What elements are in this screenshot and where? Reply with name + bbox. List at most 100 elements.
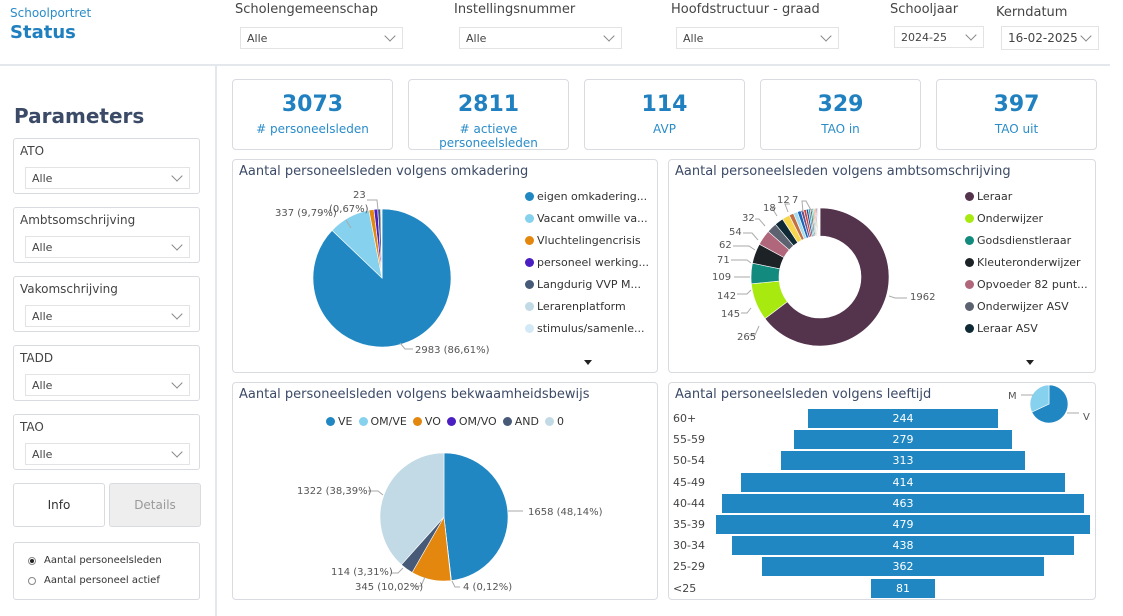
dropdown-value: Alle <box>32 309 53 323</box>
age-bar[interactable]: 362 <box>761 557 1045 577</box>
pie-slice[interactable] <box>1031 384 1069 424</box>
legend-item[interactable]: OM/VE <box>358 415 407 428</box>
legend-dot-icon <box>525 324 534 333</box>
legend-label: OM/VE <box>370 415 407 428</box>
param-tao: TAO Alle <box>13 414 200 470</box>
legend-more-arrow-icon[interactable] <box>1026 360 1034 365</box>
ato-dropdown[interactable]: Alle <box>25 167 190 189</box>
legend-item[interactable]: OM/VO <box>446 415 497 428</box>
age-bar[interactable]: 244 <box>807 409 999 428</box>
pie-slice[interactable] <box>379 452 445 566</box>
data-label: 18 <box>763 203 776 214</box>
schooljaar-dropdown[interactable]: 2024-25 <box>894 26 984 48</box>
kpi-personeelsleden: 3073 # personeelsleden <box>232 79 393 150</box>
param-label: TAO <box>20 420 44 434</box>
age-bar[interactable]: 313 <box>780 451 1026 471</box>
legend-item[interactable]: Vluchtelingencrisis <box>525 234 641 247</box>
leader-line <box>755 218 766 227</box>
legend-item[interactable]: Kleuteronderwijzer <box>965 256 1081 269</box>
kpi-value: 329 <box>817 92 864 117</box>
legend-label: AND <box>514 415 539 428</box>
hoofdstructuur-dropdown[interactable]: Alle <box>676 27 839 49</box>
measure-radio-group: Aantal personeelsleden Aantal personeel … <box>13 542 200 600</box>
age-bar[interactable]: 414 <box>741 472 1065 492</box>
legend-item[interactable]: stimulus/samenle... <box>525 322 645 335</box>
filter-label-kerndatum: Kerndatum <box>996 5 1068 20</box>
pie-slice[interactable] <box>764 207 890 347</box>
legend-dot-icon <box>965 258 974 267</box>
age-category-label: 45-49 <box>673 475 705 489</box>
radio-aantal-personeelsleden[interactable]: Aantal personeelsleden <box>28 555 162 566</box>
dropdown-value: Alle <box>247 31 268 45</box>
legend-item[interactable]: Langdurig VVP M... <box>525 278 641 291</box>
radio-label: Aantal personeel actief <box>44 575 160 586</box>
kpi-value: 114 <box>641 92 688 117</box>
details-button[interactable]: Details <box>109 483 201 527</box>
omkadering-pie: 2983 (86,61%) 337 (9,79%)(0,67%) 23 <box>275 190 490 356</box>
legend-item[interactable]: 0 <box>544 415 564 428</box>
legend-label: 0 <box>556 415 564 428</box>
legend-dot-icon <box>412 417 422 426</box>
legend-item[interactable]: VO <box>412 415 441 428</box>
legend-label: Vluchtelingencrisis <box>537 234 641 247</box>
legend-item[interactable]: Onderwijzer <box>965 212 1043 225</box>
data-label: 7 <box>792 195 798 206</box>
chevron-down-icon <box>603 29 615 42</box>
kpi-actieve-personeelsleden: 2811 # actieve personeelsleden <box>408 79 569 150</box>
age-bar[interactable]: 81 <box>871 578 935 598</box>
kerndatum-dropdown[interactable]: 16-02-2025 <box>1001 26 1099 50</box>
legend-item[interactable]: Opvoeder 82 punt... <box>965 278 1088 291</box>
dropdown-value: Alle <box>466 31 487 45</box>
age-bar[interactable]: 463 <box>722 493 1084 513</box>
radio-aantal-personeel-actief[interactable]: Aantal personeel actief <box>28 575 160 586</box>
legend-item[interactable]: Godsdienstleraar <box>965 234 1071 247</box>
instellingsnummer-dropdown[interactable]: Alle <box>459 27 622 49</box>
legend-item[interactable]: Leraar <box>965 190 1012 203</box>
kpi-avp: 114 AVP <box>584 79 745 150</box>
pie-slice[interactable] <box>443 452 509 581</box>
data-label: 23 <box>353 190 366 201</box>
legend-label: Kleuteronderwijzer <box>977 256 1081 269</box>
age-bar[interactable]: 479 <box>716 515 1090 534</box>
legend-item[interactable]: AND <box>502 415 539 428</box>
legend-item[interactable]: Lerarenplatform <box>525 300 626 313</box>
data-label: 12 <box>777 195 790 206</box>
data-label: 345 (10,02%) <box>355 582 423 593</box>
leader-line <box>367 199 379 211</box>
legend-dot-icon <box>446 417 456 426</box>
legend-label: VE <box>338 415 353 428</box>
data-label: 1962 <box>910 292 935 303</box>
leader-line <box>451 580 460 588</box>
legend-item[interactable]: Vacant omwille va... <box>525 212 648 225</box>
pie-slice[interactable] <box>1029 384 1050 413</box>
param-label: TADD <box>20 351 54 365</box>
legend-item[interactable]: eigen omkadering... <box>525 190 647 203</box>
leader-line <box>411 576 426 587</box>
kpi-value: 3073 <box>281 92 344 117</box>
age-bar[interactable]: 438 <box>732 536 1074 556</box>
radio-label: Aantal personeelsleden <box>44 555 162 566</box>
dropdown-value: Alle <box>32 378 53 392</box>
legend-label: Leraar <box>977 190 1013 203</box>
legend-item[interactable]: Onderwijzer ASV <box>965 300 1069 313</box>
legend-item[interactable]: personeel werking... <box>525 256 649 269</box>
ambtsomschrijving-dropdown[interactable]: Alle <box>25 236 190 258</box>
age-bar[interactable]: 279 <box>794 430 1012 450</box>
dropdown-value: 16-02-2025 <box>1008 31 1078 45</box>
kpi-tao-in: 329 TAO in <box>760 79 921 150</box>
vakomschrijving-dropdown[interactable]: Alle <box>25 305 190 327</box>
legend-item[interactable]: VE <box>326 415 353 428</box>
chevron-down-icon <box>171 238 183 251</box>
legend-dot-icon <box>965 302 974 311</box>
kpi-label: TAO uit <box>994 122 1039 136</box>
scholengemeenschap-dropdown[interactable]: Alle <box>240 27 403 49</box>
parameters-title: Parameters <box>14 104 145 128</box>
legend-dot-icon <box>502 417 512 426</box>
legend-item[interactable]: Leraar ASV <box>965 322 1038 335</box>
data-label: 114 (3,31%) <box>331 567 393 578</box>
leader-line <box>737 289 752 295</box>
info-button[interactable]: Info <box>13 483 105 527</box>
tadd-dropdown[interactable]: Alle <box>25 374 190 396</box>
legend-more-arrow-icon[interactable] <box>584 360 592 365</box>
tao-dropdown[interactable]: Alle <box>25 443 190 465</box>
